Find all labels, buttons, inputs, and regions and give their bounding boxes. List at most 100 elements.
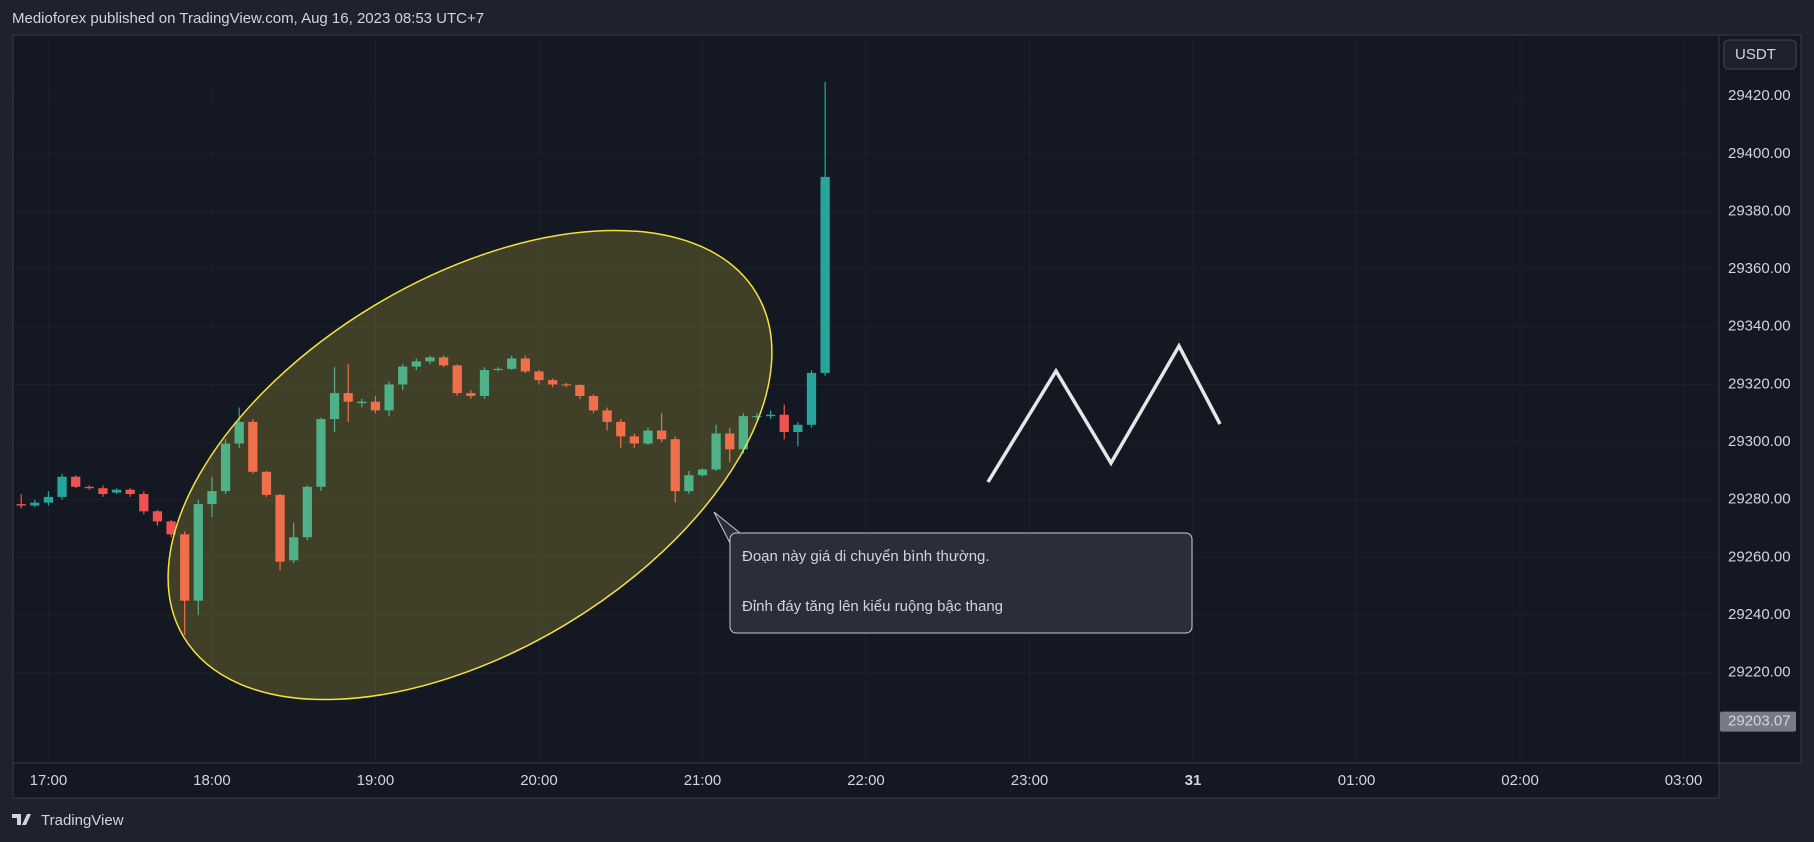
candle-body [180,534,190,601]
candle-body [357,401,367,404]
candle-body [43,496,54,503]
y-tick-label: 29300.00 [1728,433,1791,450]
candle-body [220,443,231,492]
candle-body [493,368,503,371]
candle-body [656,430,667,440]
candle-body [575,385,585,396]
candle-body [779,414,789,433]
candle-body [411,361,421,367]
candle-body [725,433,735,450]
candle-body [57,476,67,497]
candle-body [452,365,462,394]
callout-box [729,532,1193,634]
candle-body [806,372,817,425]
candle-body [711,433,721,470]
currency-label: USDT [1735,46,1776,63]
candle-body [84,486,94,489]
x-tick-label: 19:00 [357,772,395,789]
y-tick-label: 29320.00 [1728,375,1791,392]
header-text: Medioforex published on TradingView.com,… [12,10,484,27]
x-tick-label: 02:00 [1501,772,1539,789]
candle-body [820,176,830,373]
candle-body [370,401,381,411]
candle-body [316,419,326,487]
x-tick-label: 23:00 [1011,772,1049,789]
candle-body [697,469,708,476]
currency-box[interactable] [1723,39,1797,70]
x-tick-label: 21:00 [684,772,722,789]
candle-body [289,537,299,561]
candle-body [329,393,340,420]
candle-body [275,494,285,562]
callout-text: Đoạn này giá di chuyển bình thường. [742,548,990,565]
x-tick-label: 18:00 [193,772,231,789]
callout-text: Đỉnh đáy tăng lên kiểu ruộng bậc thang [742,598,1003,615]
x-tick-label: 22:00 [847,772,885,789]
candle-body [425,357,435,362]
candle-body [261,471,272,495]
candle-body [793,424,803,433]
y-tick-label: 29240.00 [1728,606,1791,623]
candle-body [629,436,639,444]
candle-body [547,380,558,385]
candle-body [30,502,40,506]
x-tick-label: 20:00 [520,772,558,789]
candle-body [71,476,81,487]
candle-body [98,488,108,495]
candle-body [111,489,122,493]
price-axis [1718,34,1802,764]
candle-body [752,416,762,418]
candle-body [643,430,653,444]
candle-body [234,421,244,444]
candle-body [384,384,394,411]
highlight-ellipse [167,229,773,701]
candle-body [302,486,312,538]
x-tick-label: 03:00 [1665,772,1703,789]
candle-body [438,357,449,366]
candle-body [616,421,626,437]
candle-body [466,393,476,396]
logo-icon [12,814,31,825]
logo: TradingView [12,812,124,829]
y-tick-label: 29420.00 [1728,87,1791,104]
candle-body [520,358,530,372]
candle-body [139,494,149,512]
y-tick-label: 29360.00 [1728,260,1791,277]
candle-body [166,521,176,535]
y-tick-label: 29340.00 [1728,318,1791,335]
candle-body [398,366,408,385]
candle-body [343,393,353,402]
candle-body [534,371,544,381]
callout-join [734,536,744,545]
footer-text: TradingView [41,812,124,829]
candle-body [738,416,748,450]
candle-body [670,439,680,492]
x-tick-label: 31 [1185,772,1202,789]
x-tick-label: 17:00 [30,772,68,789]
candle-body [507,358,517,369]
y-tick-label: 29280.00 [1728,491,1791,508]
y-tick-label: 29400.00 [1728,145,1791,162]
zigzag-drawing [986,342,1222,483]
time-axis [12,762,1720,799]
y-tick-label: 29260.00 [1728,548,1791,565]
candle-body [193,504,203,601]
candle-body [684,475,694,492]
y-tick-label: 29220.00 [1728,664,1791,681]
x-tick-label: 01:00 [1338,772,1376,789]
candle-body [561,384,571,386]
candle-body [765,414,776,417]
candle-body [248,421,258,472]
candle-body [479,370,490,396]
candle-body [207,491,217,505]
candle-body [602,410,612,422]
last-price-box [1720,711,1796,732]
candle-body [588,395,599,411]
candle-body [125,489,135,495]
candle-body [152,511,163,522]
last-price-label: 29203.07 [1728,713,1791,730]
candle-body [16,504,26,506]
y-tick-label: 29380.00 [1728,202,1791,219]
